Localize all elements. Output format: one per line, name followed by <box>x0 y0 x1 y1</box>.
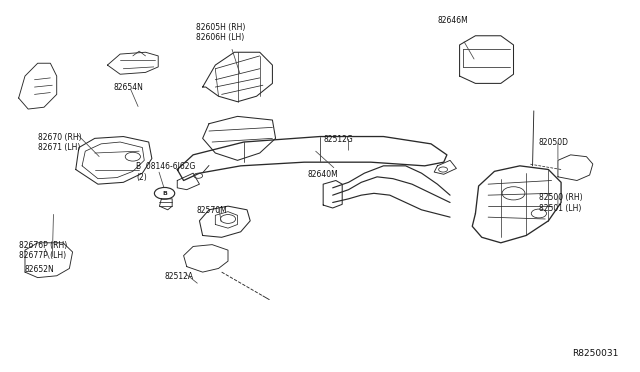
Text: B  08146-6J62G
(2): B 08146-6J62G (2) <box>136 162 195 182</box>
Text: 82605H (RH)
82606H (LH): 82605H (RH) 82606H (LH) <box>196 23 246 42</box>
Text: 82670 (RH)
82671 (LH): 82670 (RH) 82671 (LH) <box>38 133 81 152</box>
Text: 82654N: 82654N <box>114 83 144 92</box>
Text: 82640M: 82640M <box>307 170 338 179</box>
Text: 82652N: 82652N <box>25 265 55 274</box>
Text: R8250031: R8250031 <box>572 349 618 358</box>
Text: B: B <box>162 191 167 196</box>
Text: 82570M: 82570M <box>196 206 227 215</box>
Text: 82512G: 82512G <box>323 135 353 144</box>
Text: 82500 (RH)
82501 (LH): 82500 (RH) 82501 (LH) <box>539 193 582 213</box>
Text: 82646M: 82646M <box>437 16 468 25</box>
Text: 82676P (RH)
82677P (LH): 82676P (RH) 82677P (LH) <box>19 241 67 260</box>
Text: 82512A: 82512A <box>164 272 194 281</box>
Text: 82050D: 82050D <box>539 138 569 147</box>
